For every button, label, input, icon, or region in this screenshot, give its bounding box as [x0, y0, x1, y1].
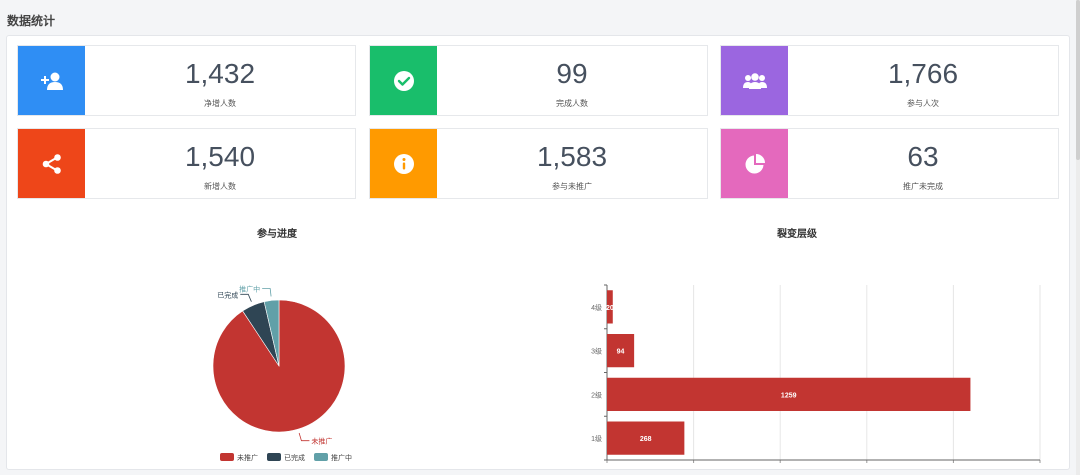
scrollbar-thumb[interactable]: [1076, 0, 1080, 160]
bar-data-label: 268: [640, 436, 652, 443]
pie-slice-label: 已完成: [217, 290, 238, 299]
legend-label[interactable]: 未推广: [237, 453, 258, 462]
bar[interactable]: [607, 421, 685, 455]
bar[interactable]: [607, 290, 613, 324]
check-circle-icon: [393, 70, 414, 91]
stat-value: 1,766: [887, 58, 959, 89]
info-circle-icon: [393, 153, 414, 174]
share-icon: [42, 153, 61, 174]
bar[interactable]: [607, 334, 635, 368]
y-tick-label: 1级: [591, 434, 602, 443]
bar-data-label: 1259: [781, 392, 797, 399]
legend-swatch[interactable]: [267, 453, 281, 461]
stat-value: 1,540: [184, 141, 256, 172]
stat-label: 推广未完成: [903, 182, 943, 191]
legend-swatch[interactable]: [220, 453, 234, 461]
legend-label[interactable]: 已完成: [284, 453, 305, 462]
legend-swatch[interactable]: [314, 453, 328, 461]
users-icon: [742, 72, 767, 89]
pie-label-line: [262, 288, 272, 297]
y-tick-label: 2级: [591, 390, 602, 399]
bar-chart-title: 裂变层级: [777, 229, 817, 240]
stat-icon-box: [721, 46, 788, 115]
page-scrollbar[interactable]: [1076, 0, 1080, 475]
pie-legend: 未推广 已完成 推广中: [220, 453, 352, 462]
user-plus-icon: [40, 72, 63, 90]
bar-data-label: 94: [617, 349, 625, 356]
pie-label-line: [240, 293, 252, 302]
stat-card-new-users[interactable]: 1,540 新增人数: [17, 128, 356, 199]
stat-card-joined-not-promoted[interactable]: 1,583 参与未推广: [369, 128, 708, 199]
stat-value: 1,432: [184, 58, 256, 89]
stat-value: 99: [556, 58, 588, 89]
pie-chart-icon: [745, 153, 765, 173]
stat-value: 63: [907, 141, 939, 172]
pie-slice[interactable]: [263, 299, 280, 367]
stat-label: 完成人数: [556, 99, 588, 108]
pie-slice-label: 未推广: [311, 437, 332, 446]
pie-label-line: [298, 432, 310, 442]
bar-data-label: 20: [606, 305, 614, 312]
pie-chart-title: 参与进度: [257, 229, 297, 240]
stat-icon-box: [721, 129, 788, 198]
stat-label: 参与人次: [907, 99, 939, 108]
stat-card-completed[interactable]: 99 完成人数: [369, 45, 708, 116]
stat-icon-box: [370, 46, 437, 115]
bar-chart: 03006009001,2001,5001级2682级12593级944级20: [591, 284, 1041, 463]
stat-label: 参与未推广: [552, 182, 592, 191]
stat-card-promoted-incomplete[interactable]: 63 推广未完成: [720, 128, 1059, 199]
stat-icon-box: [18, 46, 85, 115]
legend-label[interactable]: 推广中: [331, 453, 352, 462]
y-tick-label: 4级: [591, 303, 602, 312]
stat-card-net-growth[interactable]: 1,432 净增人数: [17, 45, 356, 116]
stat-label: 净增人数: [204, 99, 236, 108]
y-tick-label: 3级: [591, 347, 602, 356]
page-title: 数据统计: [7, 14, 56, 28]
stat-icon-box: [18, 129, 85, 198]
stat-icon-box: [370, 129, 437, 198]
stats-panel: 1,432 净增人数 99 完成人数 1,766 参与人次: [6, 35, 1070, 470]
bar[interactable]: [607, 377, 971, 411]
pie-slice-label: 推广中: [239, 285, 260, 294]
stat-value: 1,583: [536, 141, 608, 172]
stat-label: 新增人数: [204, 182, 236, 191]
stat-card-participations[interactable]: 1,766 参与人次: [720, 45, 1059, 116]
